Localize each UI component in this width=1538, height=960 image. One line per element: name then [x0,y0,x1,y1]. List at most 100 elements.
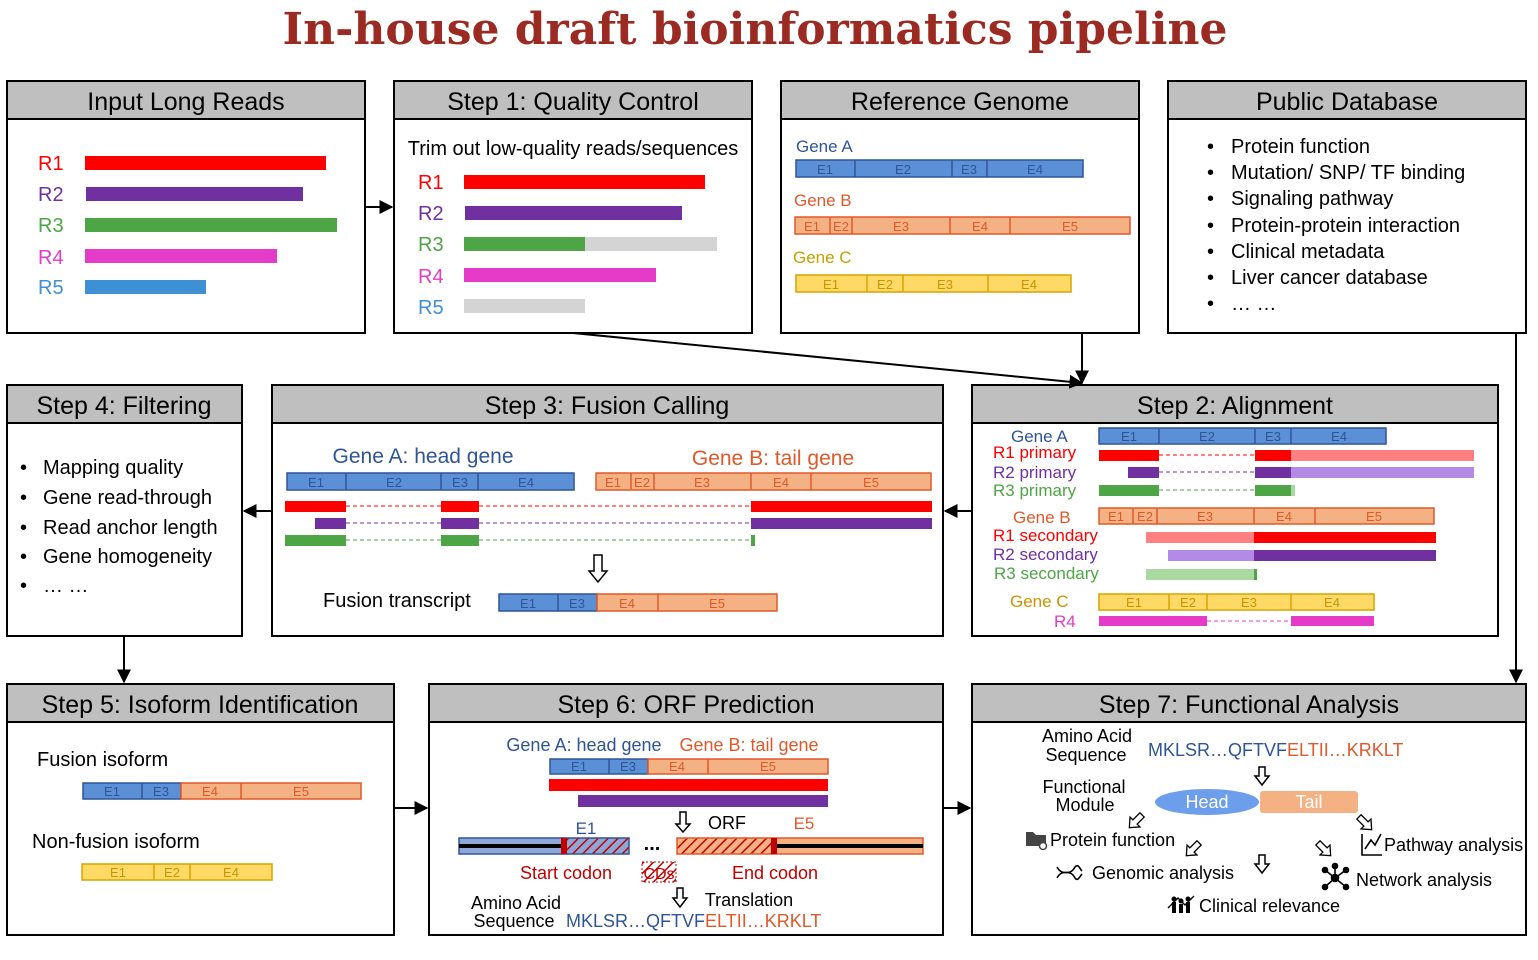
qc-read-label-r2: R2 [418,203,444,225]
orf-tail-label: Gene B: tail gene [679,735,818,755]
svg-text:•: • [1207,215,1214,237]
db-list: • Protein function • Mutation/ SNP/ TF bin… [1207,136,1465,315]
orf-cds-box [641,861,677,883]
filter-item: Read anchor length [43,517,218,539]
diagonal-arrow-icon [1355,813,1373,831]
db-item: … … [1231,293,1277,315]
func-module-label-2: Module [1055,795,1114,815]
ref-gene-c-exon-e3: E3 [937,277,953,292]
db-item: Liver cancer database [1231,267,1428,289]
down-arrow-icon [674,811,692,834]
orf-end-codon: End codon [732,863,818,883]
ref-gene-b-track: E1 E2 E3 E4 E5 [794,216,1131,235]
network-icon [1321,862,1350,891]
qc-read-label-r5: R5 [418,297,444,319]
fusion-transcript-track: E1 E3 E4 E5 [498,593,778,612]
align-r1-secondary-label: R1 secondary [993,526,1098,545]
align-gene-b-exon: E2 [1137,509,1153,524]
fusion-tail-track: E1 E2 E3 E4 E5 [595,472,932,491]
orf-exon: E1 [571,759,587,774]
align-r2-primary-read [1128,467,1474,478]
svg-text:•: • [1207,267,1214,289]
box-fusion-header: Step 3: Fusion Calling [485,392,730,420]
func-seq-tail: ELTII…KRKLT [1287,740,1403,760]
func-tail-label: Tail [1295,792,1322,812]
fusion-transcript-exon: E4 [619,596,635,611]
box-orf-header: Step 6: ORF Prediction [557,691,814,719]
input-read-label-r2: R2 [38,184,64,206]
isoform-fusion-exon: E5 [293,784,309,799]
box-orf: Step 6: ORF Prediction [428,683,944,936]
box-ref-header: Reference Genome [851,88,1069,116]
fusion-calling: Gene A: head gene Gene B: tail gene E1 E… [285,445,932,612]
box-align-header: Step 2: Alignment [1137,392,1333,420]
orf-aa-label-2: Sequence [473,911,554,931]
align-r3-secondary-label: R3 secondary [994,564,1099,583]
input-read-label-r5: R5 [38,277,64,299]
func-pathway-label: Pathway analysis [1384,835,1523,855]
align-gene-c-track: E1 E2 E3 E4 [1098,593,1375,611]
orf-read-r2 [578,795,828,807]
ref-gene-a-exon-e1: E1 [817,162,833,177]
align-r2-primary-label: R2 primary [993,463,1077,482]
align-gene-c-exon: E4 [1324,595,1340,610]
align-gene-b-exon: E1 [1108,509,1124,524]
fusion-transcript-label: Fusion transcript [323,590,471,612]
svg-text:•: • [20,517,27,539]
ref-gene-a-exon-e4: E4 [1027,162,1043,177]
align-gene-a-label: Gene A [1011,427,1068,446]
qc-read-label-r1: R1 [418,172,444,194]
func-tail-box [1260,791,1358,813]
align-gene-a-exon: E2 [1199,429,1215,444]
down-arrow-icon [1253,854,1271,875]
svg-text:•: • [1207,162,1214,184]
isoform-fusion-exon: E1 [104,784,120,799]
down-arrow-icon [1253,766,1271,787]
filter-item: Gene read-through [43,487,212,509]
align-gene-a-exon: E3 [1265,429,1281,444]
orf-start-codon: Start codon [520,863,612,883]
isoform: Fusion isoform E1 E3 E4 E5 Non-fusion is… [32,749,362,881]
fusion-tail-exon: E4 [773,475,789,490]
svg-text:•: • [1207,136,1214,158]
ref-gene-b-exon-e5: E5 [1062,219,1078,234]
orf-seq-head: MKLSR…QFTVF [566,911,705,931]
input-read-bar-r4 [85,249,277,263]
fusion-tail-exon: E1 [605,475,621,490]
ref-gene-c-exon-e1: E1 [823,277,839,292]
align-r4-read [1099,616,1374,626]
ref-gene-b-exon-e1: E1 [804,219,820,234]
align-gene-a-exon: E1 [1121,429,1137,444]
align-r1-secondary-read [1146,532,1436,543]
func-aa-label-1: Amino Acid [1042,726,1132,746]
align-r2-secondary-read [1168,550,1436,561]
fusion-tail-exon: E2 [634,475,650,490]
orf-e1-label: E1 [576,819,597,838]
func-aa-label-2: Sequence [1045,745,1126,765]
diagonal-arrow-icon [1128,811,1146,829]
db-item: Mutation/ SNP/ TF binding [1231,162,1465,184]
down-arrow-icon [671,887,689,909]
qc-read-bar-r2 [465,206,682,220]
orf-aa-label-1: Amino Acid [471,893,561,913]
qc-read-bar-r3-kept [464,237,585,251]
align-r1-primary-label: R1 primary [993,443,1077,462]
arrow-qc-to-align [572,332,1084,389]
qc-read-label-r3: R3 [418,234,444,256]
qc-read-bar-r3-trimmed [585,237,717,251]
fusion-transcript-exon: E1 [520,596,536,611]
ref-gene-c-exon-e4: E4 [1021,277,1037,292]
ref-gene-c-label: Gene C [793,248,852,267]
functional-analysis: Amino Acid Sequence MKLSR…QFTVFELTII…KRK… [1026,726,1523,916]
func-clinical-label: Clinical relevance [1199,896,1340,916]
orf-read-r1 [549,779,828,791]
box-isoform: Step 5: Isoform Identification [6,683,395,936]
ref-gene-b-exon-e2: E2 [833,219,849,234]
isoform-nonfusion-exon: E4 [223,865,239,880]
fusion-transcript-exon: E5 [709,596,725,611]
ref-gene-b-exon-e4: E4 [972,219,988,234]
align-gene-a-exon: E4 [1331,429,1347,444]
align-gene-b-track: E1 E2 E3 E4 E5 [1098,507,1435,525]
align-r3-secondary-read [1146,569,1257,580]
orf-dots: ... [644,833,661,855]
